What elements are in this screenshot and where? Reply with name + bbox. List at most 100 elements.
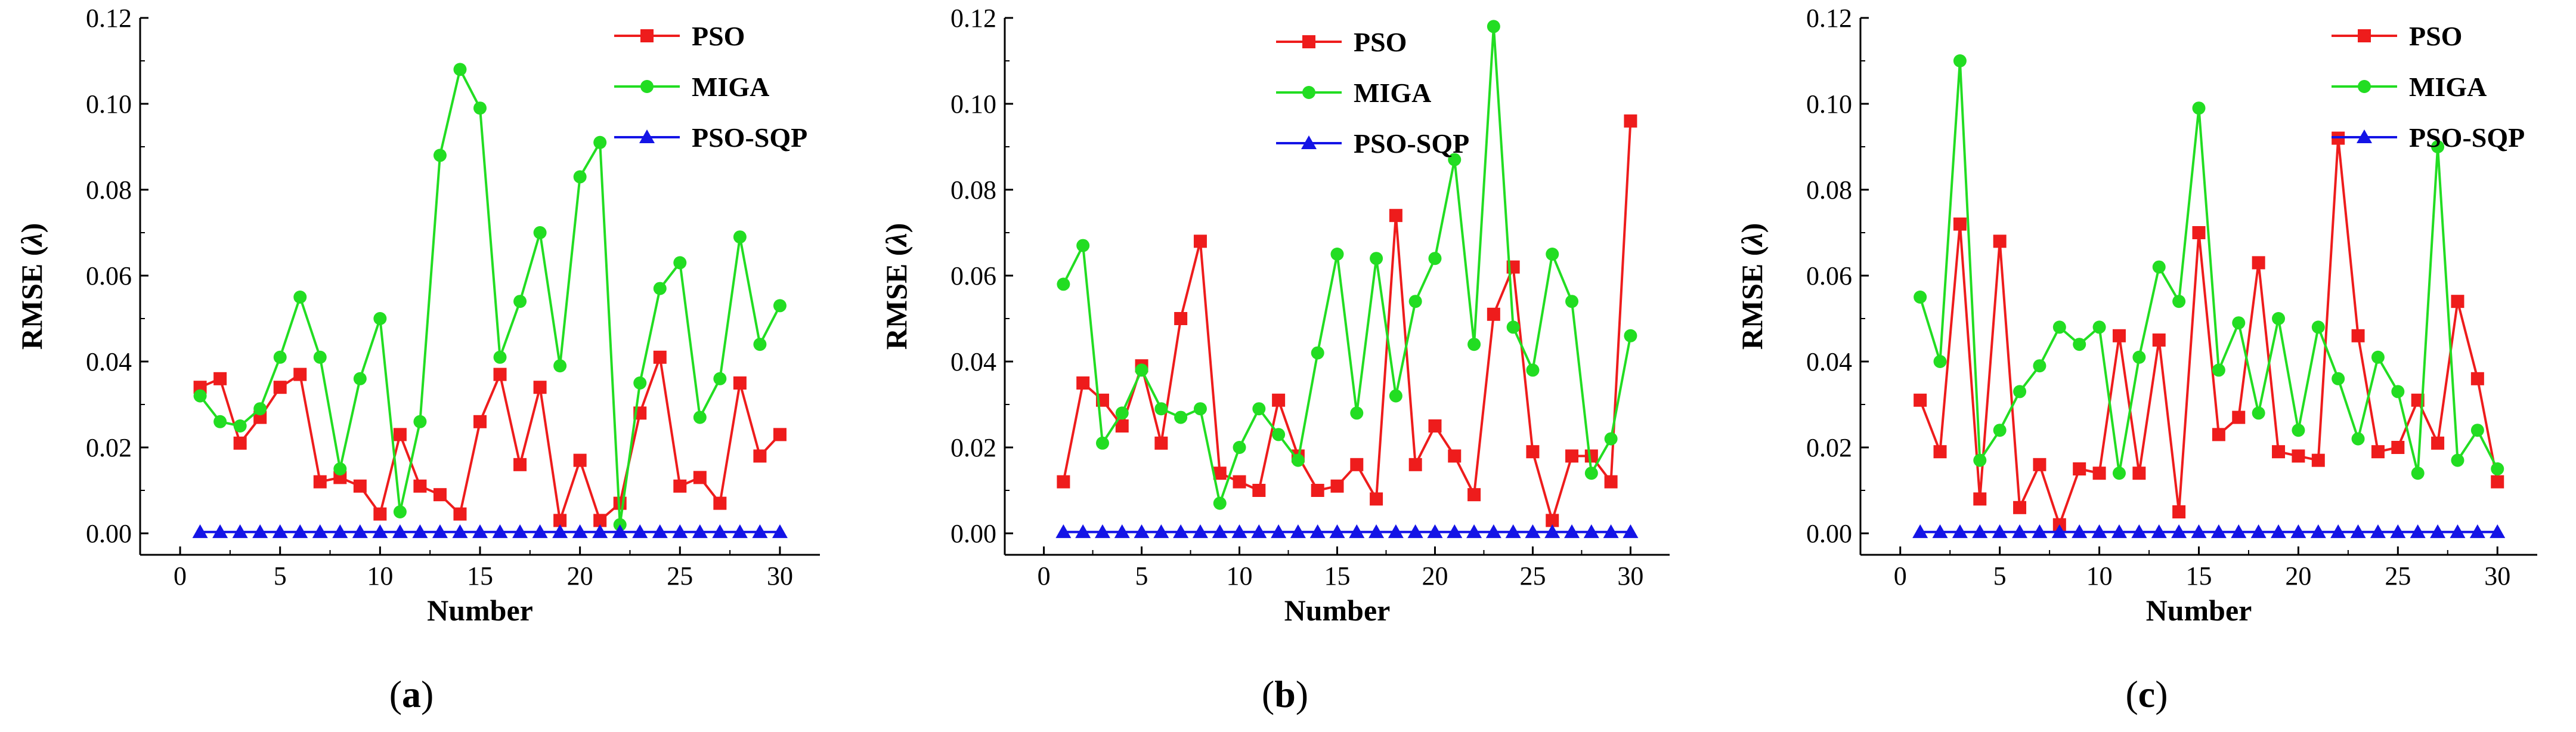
panel-b-series-pso-point [1311, 484, 1324, 497]
panel-b-series-pso-sqp-point [1114, 524, 1130, 538]
panel-b-series-pso-sqp-point [1603, 524, 1619, 538]
panel-c-series-miga-point [2252, 406, 2265, 420]
panel-c-series-miga-point [2192, 101, 2206, 115]
panel-a-series-miga-point [353, 372, 367, 385]
panel-c-series-pso-sqp-point [2390, 524, 2406, 538]
panel-b-ytick-label: 0.00 [950, 519, 996, 548]
panel-b-series-miga-point [1467, 338, 1481, 351]
panel-a-series-pso-sqp-point [612, 524, 628, 538]
panel-b-series-pso-sqp-point [1212, 524, 1228, 538]
panel-c-series-pso-point [2272, 445, 2286, 459]
panel-b-series-pso-sqp-point [1153, 524, 1169, 538]
panel-c-series-pso-point [2431, 436, 2445, 450]
panel-c-series-pso-sqp-point [2191, 524, 2207, 538]
panel-c-legend-item-pso-sqp-label: PSO-SQP [2409, 122, 2525, 153]
panel-c-y-axis-label-symbol: λ [1735, 233, 1769, 247]
panel-a-series-pso-point [473, 415, 487, 428]
panel-c-series-pso-point [1933, 445, 1947, 459]
panel-b-series-miga-point [1193, 402, 1207, 416]
panel-b-series-miga-point [1389, 389, 1402, 403]
panel-b-series-pso-point [1252, 484, 1266, 497]
panel-b-series-pso-point [1428, 419, 1442, 433]
panel-c-series-pso-point [1914, 393, 1927, 407]
panel-a-y-axis-label-end: ) [15, 223, 48, 233]
panel-a-ytick-label: 0.02 [86, 433, 132, 462]
panel-c-series-pso-sqp-point [2290, 524, 2306, 538]
panel-b-x-axis-label: Number [1284, 594, 1391, 627]
panel-c-series-pso-sqp-point [1912, 524, 1928, 538]
panel-c-series-miga-point [2033, 359, 2046, 373]
panel-b-series-miga-point [1213, 496, 1227, 510]
panel-b-ytick-label: 0.06 [950, 261, 996, 291]
panel-a-legend-item-pso-label: PSO [692, 21, 745, 51]
panel-a-series-pso-point [653, 350, 667, 364]
panel-c-series-pso-sqp-point [2151, 524, 2167, 538]
panel-a-series-pso-sqp-point [712, 524, 728, 538]
panel-c-series-miga-point [1973, 453, 1987, 467]
panel-c-series-miga-point [2013, 385, 2027, 399]
panel-b-xtick-label: 5 [1135, 561, 1148, 591]
panel-b-series-pso-sqp-point [1251, 524, 1267, 538]
panel-b-series-miga-point [1291, 453, 1305, 467]
panel-a-series-pso-point [733, 376, 747, 390]
panel-c-series-miga-point [2172, 295, 2186, 308]
panel-a-series-pso-point [513, 458, 527, 471]
panel-a-series-pso-sqp-point [392, 524, 408, 538]
panel-c-legend-item-pso: PSO [2332, 21, 2462, 51]
panel-c-series-pso-point [2470, 372, 2484, 385]
panel-b-xtick-label: 15 [1324, 561, 1351, 591]
panel-a-series-miga-point [293, 291, 307, 304]
panel-a-caption-letter: a [402, 673, 421, 715]
panel-c-ytick-label: 0.06 [1806, 261, 1852, 291]
panel-c-series-pso-sqp-point [1992, 524, 2008, 538]
panel-b-series-pso-point [1154, 436, 1168, 450]
panel-c-caption-letter: c [2138, 673, 2155, 715]
panel-c-series-pso-sqp-point [2032, 524, 2048, 538]
panel-a-legend: PSO MIGA PSO-SQP [614, 21, 807, 153]
panels: 0.00 0.02 0.04 0.06 0.08 0.10 0.12 0 5 10 15 20 25 30… [15, 4, 2537, 715]
panel-b-series-pso-point [1448, 449, 1462, 463]
panel-c-series-pso-sqp-point [1952, 524, 1968, 538]
panel-b-series-miga-point [1526, 363, 1540, 377]
panel-c-series-pso-point [2491, 475, 2504, 489]
panel-c-legend-item-pso-sqp-marker [2357, 129, 2372, 143]
panel-c-series-miga-point [2311, 320, 2325, 334]
panel-b-series-pso-sqp-point [1564, 524, 1580, 538]
panel-a-ytick-label: 0.04 [86, 347, 132, 376]
panel-b-series-pso-sqp-point [1134, 524, 1150, 538]
panel-a-series-miga-point [713, 372, 727, 385]
panel-a-series-pso-sqp-point [312, 524, 328, 538]
panel-c-legend-item-pso-label: PSO [2409, 21, 2462, 51]
panel-b-series-pso-sqp [1055, 524, 1639, 538]
panel-a-series-pso-point [673, 479, 687, 493]
panel-c-series-pso-point [2351, 329, 2365, 342]
panel-a: 0.00 0.02 0.04 0.06 0.08 0.10 0.12 0 5 10 15 20 25 30… [15, 4, 820, 715]
panel-c-series-pso-point [2212, 428, 2225, 441]
panel-c-series-pso-sqp-point [2171, 524, 2187, 538]
panel-b-series-miga-point [1233, 441, 1246, 454]
panel-c-series-pso-point [1973, 492, 1987, 506]
panel-a-y-axis-label-main: RMSE ( [15, 246, 48, 350]
panel-b-series-miga-point [1330, 248, 1344, 261]
panel-c-series-miga-point [2232, 316, 2246, 330]
panel-c-series-miga-point [1993, 424, 2007, 437]
panel-a-legend-item-miga-label: MIGA [692, 72, 769, 102]
panel-a-series-pso-sqp-point [332, 524, 348, 538]
panel-a-series-pso-sqp-point [352, 524, 368, 538]
panel-c-series-pso-sqp-point [2330, 524, 2346, 538]
panel-b-legend-item-pso-sqp-label: PSO-SQP [1354, 128, 1469, 159]
panel-b-series-pso-line [1062, 121, 1632, 522]
panel-b-series-miga-line [1062, 25, 1632, 505]
panel-c-series-pso-sqp-point [2091, 524, 2107, 538]
panel-c-series-pso-sqp-point [2450, 524, 2466, 538]
panel-a-series-pso-point [573, 453, 587, 467]
panel-b-series-miga-point [1272, 428, 1286, 441]
panel-b-xtick-label: 30 [1617, 561, 1643, 591]
panel-a-series-pso-point [753, 449, 767, 463]
panel-b-legend: PSO MIGA PSO-SQP [1276, 27, 1469, 159]
panel-c-ytick-label: 0.08 [1806, 175, 1852, 205]
panel-a-series-miga-point [633, 376, 647, 390]
panel-c-y-axis-label-end: ) [1735, 223, 1769, 233]
panel-b-legend-item-pso-sqp-marker [1301, 135, 1317, 149]
panel-b-series-pso-sqp-point [1309, 524, 1326, 538]
